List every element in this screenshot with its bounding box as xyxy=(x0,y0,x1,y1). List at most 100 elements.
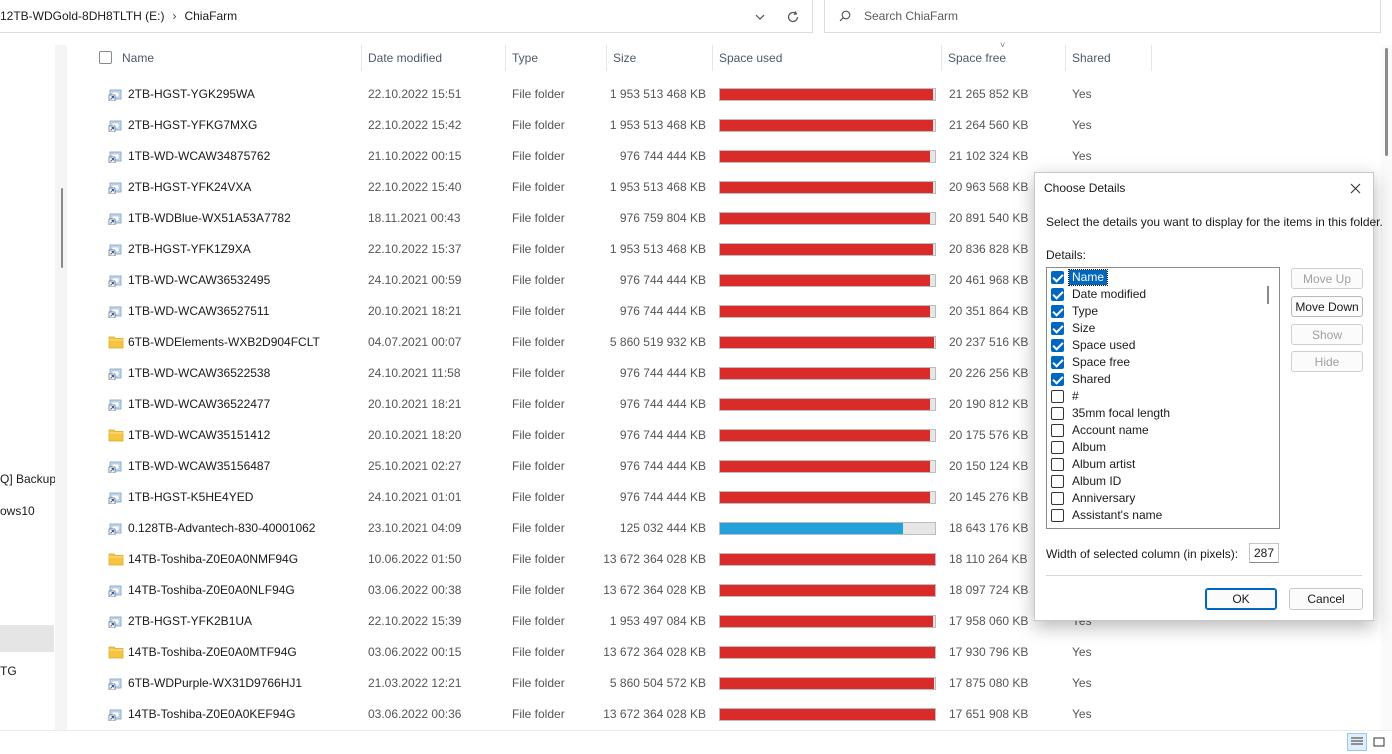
select-all-checkbox[interactable] xyxy=(99,51,112,64)
column-header-date-modified[interactable]: Date modified xyxy=(362,45,506,71)
detail-item[interactable]: Album ID xyxy=(1051,473,1124,490)
ok-button[interactable]: OK xyxy=(1205,588,1277,610)
detail-checkbox[interactable] xyxy=(1051,407,1064,420)
detail-item[interactable]: Album xyxy=(1051,439,1109,456)
large-icons-view-icon[interactable] xyxy=(1369,733,1389,751)
folder-shortcut-icon xyxy=(108,583,124,598)
nav-item-tg[interactable]: TG xyxy=(0,664,17,678)
breadcrumb-drive[interactable]: 12TB-WDGold-8DH8TLTH (E:) xyxy=(0,9,165,23)
table-row[interactable]: 6TB-WDElements-WXB2D904FCLT 04.07.2021 00… xyxy=(90,327,1380,358)
detail-item[interactable]: # xyxy=(1051,388,1082,405)
row-size: 1 953 513 468 KB xyxy=(609,180,706,194)
detail-checkbox[interactable] xyxy=(1051,509,1064,522)
detail-item[interactable]: Size xyxy=(1051,320,1098,337)
table-row[interactable]: 1TB-WD-WCAW36527511 20.10.2021 18:21 File … xyxy=(90,296,1380,327)
detail-item[interactable]: Space free xyxy=(1051,354,1133,371)
detail-item-label: # xyxy=(1072,389,1079,403)
table-row[interactable]: 2TB-HGST-YFKG7MXG 22.10.2022 15:42 File fo… xyxy=(90,110,1380,141)
detail-checkbox[interactable] xyxy=(1051,475,1064,488)
detail-item[interactable]: Album artist xyxy=(1051,456,1138,473)
detail-item[interactable]: Type xyxy=(1051,303,1101,320)
column-width-input[interactable] xyxy=(1249,543,1279,563)
table-row[interactable]: 1TB-WDBlue-WX51A53A7782 18.11.2021 00:43 F… xyxy=(90,203,1380,234)
row-space-free: 18 643 176 KB xyxy=(949,521,1029,535)
address-bar[interactable]: 12TB-WDGold-8DH8TLTH (E:) › ChiaFarm xyxy=(0,0,813,33)
detail-checkbox[interactable] xyxy=(1051,441,1064,454)
detail-item[interactable]: Space used xyxy=(1051,337,1138,354)
table-row[interactable]: 2TB-HGST-YFK24VXA 22.10.2022 15:40 File fo… xyxy=(90,172,1380,203)
detail-checkbox[interactable] xyxy=(1051,458,1064,471)
row-name: 14TB-Toshiba-Z0E0A0NLF94G xyxy=(128,583,295,597)
detail-checkbox[interactable] xyxy=(1051,356,1064,369)
column-header-name[interactable]: Name xyxy=(116,45,362,71)
table-row[interactable]: 2TB-HGST-YFK1Z9XA 22.10.2022 15:37 File fo… xyxy=(90,234,1380,265)
nav-item-backup[interactable]: Q] Backup xyxy=(0,472,57,486)
table-row[interactable]: 14TB-Toshiba-Z0E0A0NMF94G 10.06.2022 01:5… xyxy=(90,544,1380,575)
hide-button[interactable]: Hide xyxy=(1291,351,1363,372)
detail-item[interactable]: Assistant's name xyxy=(1051,507,1165,524)
table-row[interactable]: 1TB-WD-WCAW35151412 20.10.2021 18:20 File … xyxy=(90,420,1380,451)
row-date-modified: 20.10.2021 18:21 xyxy=(368,304,462,318)
space-used-bar-fill xyxy=(720,399,931,410)
detail-checkbox[interactable] xyxy=(1051,373,1064,386)
table-row[interactable]: 14TB-Toshiba-Z0E0A0KEF94G 03.06.2022 00:3… xyxy=(90,699,1380,730)
table-row[interactable]: 1TB-WD-WCAW36522538 24.10.2021 11:58 File … xyxy=(90,358,1380,389)
nav-scrollbar-thumb[interactable] xyxy=(61,188,63,268)
detail-checkbox[interactable] xyxy=(1051,271,1064,284)
show-button[interactable]: Show xyxy=(1291,324,1363,345)
column-header-size[interactable]: Size xyxy=(607,45,713,71)
table-row[interactable]: 0.128TB-Advantech-830-40001062 23.10.2021… xyxy=(90,513,1380,544)
row-name: 2TB-HGST-YFK2B1UA xyxy=(128,614,253,628)
space-used-bar xyxy=(719,677,936,690)
detail-checkbox[interactable] xyxy=(1051,492,1064,505)
table-row[interactable]: 14TB-Toshiba-Z0E0A0MTF94G 03.06.2022 00:1… xyxy=(90,637,1380,668)
detail-item[interactable]: Name xyxy=(1051,269,1109,286)
details-view-icon[interactable] xyxy=(1347,733,1367,751)
list-scrollbar-thumb[interactable] xyxy=(1385,48,1388,156)
detail-checkbox[interactable] xyxy=(1051,305,1064,318)
nav-scrollbar[interactable] xyxy=(55,45,67,730)
table-row[interactable]: 14TB-Toshiba-Z0E0A0NLF94G 03.06.2022 00:3… xyxy=(90,575,1380,606)
table-row[interactable]: 1TB-WD-WCAW34875762 21.10.2022 00:15 File … xyxy=(90,141,1380,172)
column-header-space-used[interactable]: Space used xyxy=(713,45,942,71)
detail-checkbox[interactable] xyxy=(1051,424,1064,437)
details-checklist[interactable]: Name Date modified Type Size Space used Space… xyxy=(1046,267,1280,529)
breadcrumb-separator-icon: › xyxy=(172,9,177,23)
column-header-space-free[interactable]: Space free xyxy=(942,45,1066,71)
refresh-icon[interactable] xyxy=(783,7,803,27)
list-scrollbar[interactable] xyxy=(1381,45,1392,730)
move-down-button[interactable]: Move Down xyxy=(1291,296,1363,317)
table-row[interactable]: 1TB-WD-WCAW35156487 25.10.2021 02:27 File … xyxy=(90,451,1380,482)
table-row[interactable]: 1TB-HGST-K5HE4YED 24.10.2021 01:01 File fo… xyxy=(90,482,1380,513)
detail-item[interactable]: Shared xyxy=(1051,371,1114,388)
detail-checkbox[interactable] xyxy=(1051,339,1064,352)
table-row[interactable]: 1TB-WD-WCAW36522477 20.10.2021 18:21 File … xyxy=(90,389,1380,420)
detail-item[interactable]: Anniversary xyxy=(1051,490,1138,507)
detail-item[interactable]: 35mm focal length xyxy=(1051,405,1173,422)
detail-checkbox[interactable] xyxy=(1051,322,1064,335)
move-up-button[interactable]: Move Up xyxy=(1291,268,1363,289)
cancel-button[interactable]: Cancel xyxy=(1289,588,1363,610)
detail-checkbox[interactable] xyxy=(1051,390,1064,403)
search-input[interactable] xyxy=(864,9,1344,23)
close-icon[interactable] xyxy=(1345,178,1365,198)
detail-item[interactable]: Account name xyxy=(1051,422,1152,439)
column-header-shared[interactable]: Shared xyxy=(1066,45,1152,71)
search-box[interactable] xyxy=(824,0,1381,33)
column-header-type[interactable]: Type xyxy=(506,45,607,71)
table-row[interactable]: 2TB-HGST-YGK295WA 22.10.2022 15:51 File fo… xyxy=(90,79,1380,110)
nav-item-windows10[interactable]: ows10 xyxy=(0,504,35,518)
table-row[interactable]: 1TB-WD-WCAW36532495 24.10.2021 00:59 File … xyxy=(90,265,1380,296)
table-row[interactable]: 6TB-WDPurple-WX31D9766HJ1 21.03.2022 12:2… xyxy=(90,668,1380,699)
chevron-down-icon[interactable] xyxy=(750,7,770,27)
detail-item[interactable]: Date modified xyxy=(1051,286,1149,303)
detail-checkbox[interactable] xyxy=(1051,288,1064,301)
space-used-bar-fill xyxy=(720,616,933,627)
space-used-bar-fill xyxy=(720,337,935,348)
table-row[interactable]: 2TB-HGST-YFK2B1UA 22.10.2022 15:39 File fo… xyxy=(90,606,1380,637)
detail-item-label: Album ID xyxy=(1072,474,1122,488)
details-scrollbar-thumb[interactable] xyxy=(1267,286,1269,304)
space-used-bar xyxy=(719,336,936,349)
nav-item-selected[interactable] xyxy=(0,625,54,652)
breadcrumb-folder[interactable]: ChiaFarm xyxy=(184,9,238,23)
